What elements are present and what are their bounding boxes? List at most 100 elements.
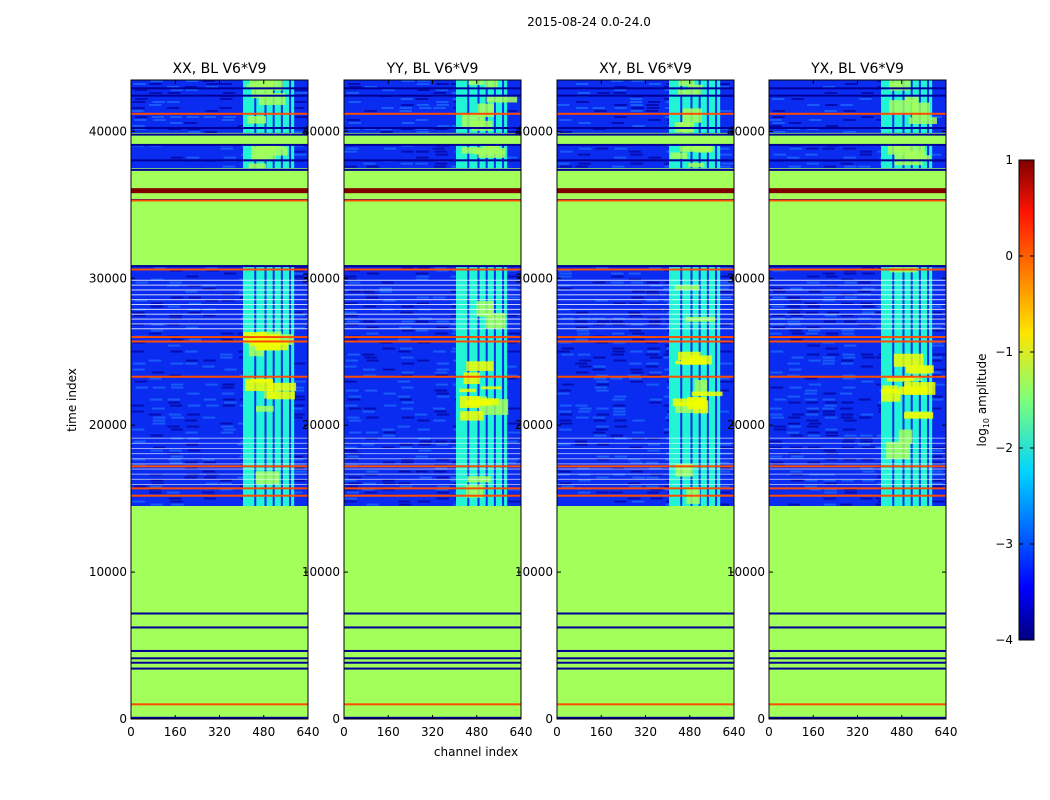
noise-speckle	[716, 389, 730, 392]
noise-speckle	[366, 165, 379, 168]
noise-speckle	[772, 131, 786, 133]
noise-speckle	[290, 416, 303, 419]
noise-speckle	[433, 419, 446, 422]
colorbar-gradient	[1018, 159, 1035, 641]
noise-speckle	[929, 455, 943, 458]
gap-row	[557, 318, 734, 320]
noise-speckle	[841, 314, 854, 317]
noise-speckle	[646, 362, 659, 365]
noise-speckle	[575, 404, 588, 407]
noise-speckle	[134, 485, 147, 488]
noise-speckle	[612, 407, 626, 410]
noise-speckle	[577, 92, 591, 94]
noise-speckle	[186, 156, 200, 159]
gap-row	[557, 328, 734, 330]
gap-row	[557, 304, 734, 306]
noise-speckle	[380, 341, 393, 344]
band-patch	[473, 147, 506, 155]
noise-speckle	[930, 449, 943, 452]
panel-2: YY, BL V6*V9 0 160 320 480 640 0 10000 20000 3000…	[302, 61, 533, 739]
gap-row	[557, 447, 734, 449]
noise-speckle	[292, 326, 305, 329]
gap-row	[131, 473, 308, 475]
noise-speckle	[401, 320, 415, 323]
y-tick-label: 0	[545, 712, 553, 726]
band-patch	[905, 151, 919, 158]
noise-speckle	[290, 491, 303, 494]
noise-speckle	[435, 383, 449, 386]
band-patch	[682, 108, 702, 123]
gap-row	[344, 328, 521, 330]
noise-speckle	[417, 341, 431, 344]
separator-row	[557, 143, 734, 146]
hot-row	[344, 375, 521, 378]
noise-speckle	[557, 350, 570, 353]
noise-speckle	[825, 458, 838, 461]
gap-row	[131, 279, 308, 281]
noise-speckle	[575, 326, 589, 329]
noise-speckle	[789, 329, 802, 332]
noise-speckle	[150, 80, 163, 82]
separator-row	[557, 612, 734, 615]
noise-speckle	[417, 428, 431, 431]
noise-speckle	[595, 147, 608, 150]
noise-speckle	[861, 458, 874, 461]
noise-speckle	[649, 401, 662, 404]
hot-row	[131, 112, 308, 115]
noise-speckle	[205, 383, 218, 386]
noise-speckle	[716, 86, 730, 88]
band-gap	[272, 80, 275, 133]
hot-row	[344, 465, 521, 468]
noise-speckle	[436, 392, 449, 395]
noise-speckle	[632, 332, 645, 335]
noise-speckle	[167, 398, 181, 401]
noise-speckle	[612, 165, 625, 168]
noise-speckle	[133, 440, 147, 443]
noise-speckle	[364, 356, 377, 359]
bright-patch	[678, 351, 701, 361]
noise-speckle	[347, 269, 361, 272]
noise-speckle	[843, 147, 856, 150]
noise-speckle	[148, 488, 162, 491]
noise-speckle	[186, 116, 200, 118]
hot-row	[557, 188, 734, 194]
noise-speckle	[167, 344, 181, 347]
noise-speckle	[645, 353, 658, 356]
hot-row	[557, 487, 734, 490]
noise-speckle	[787, 311, 801, 314]
panel-title: YY, BL V6*V9	[386, 61, 479, 77]
noise-speckle	[769, 119, 783, 121]
separator-row	[344, 661, 521, 664]
noise-speckle	[788, 165, 802, 168]
separator-row	[131, 612, 308, 615]
bright-patch	[881, 388, 901, 402]
noise-speckle	[433, 350, 446, 353]
noise-speckle	[504, 287, 517, 290]
noise-speckle	[344, 165, 358, 168]
gap-row	[344, 304, 521, 306]
noise-speckle	[504, 374, 518, 377]
noise-speckle	[346, 92, 360, 94]
noise-speckle	[206, 269, 219, 272]
gap-row	[344, 299, 521, 301]
noise-speckle	[224, 368, 237, 371]
noise-speckle	[840, 416, 854, 419]
gap-row	[769, 468, 946, 470]
noise-speckle	[844, 296, 858, 299]
noise-speckle	[593, 434, 607, 437]
noise-speckle	[184, 86, 197, 88]
separator-row	[557, 667, 734, 670]
noise-speckle	[419, 317, 432, 320]
noise-speckle	[344, 302, 357, 305]
noise-speckle	[223, 156, 236, 159]
noise-speckle	[843, 156, 856, 159]
noise-speckle	[416, 320, 429, 323]
noise-speckle	[135, 281, 148, 284]
noise-speckle	[436, 269, 449, 272]
noise-speckle	[221, 299, 235, 302]
noise-speckle	[133, 362, 146, 365]
gap-row	[131, 468, 308, 470]
noise-speckle	[397, 482, 411, 485]
noise-speckle	[858, 317, 871, 320]
bright-patch	[905, 365, 934, 374]
